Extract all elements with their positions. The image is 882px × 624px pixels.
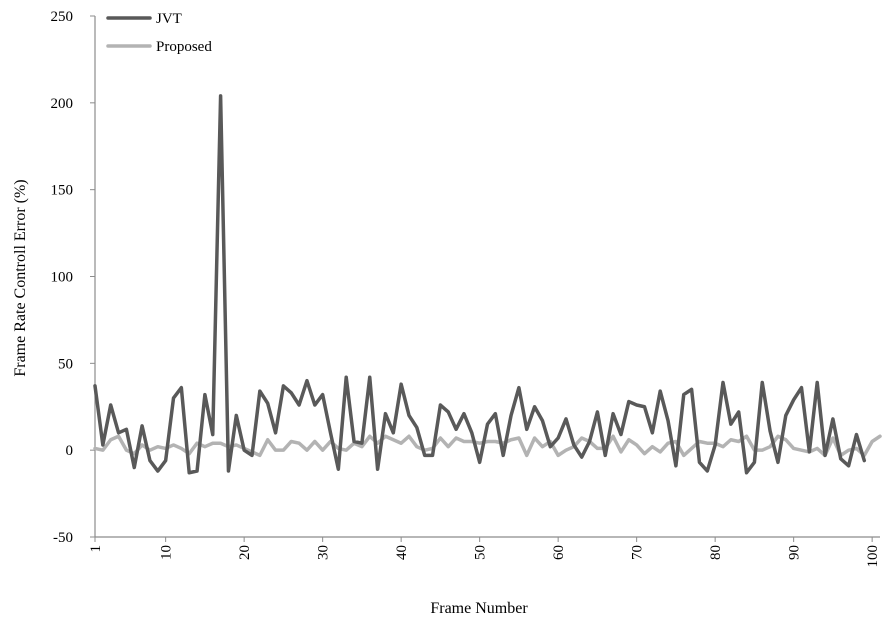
x-tick-label: 70 — [630, 545, 646, 560]
x-tick-label: 1 — [88, 545, 104, 553]
x-tick-label: 10 — [159, 545, 175, 560]
axes: -50 0 50 100 150 200 250 1 10 20 30 40 50 60 70 80 90 100 — [51, 9, 882, 568]
y-tick-label: 150 — [51, 183, 74, 199]
legend-label-proposed: Proposed — [156, 39, 212, 55]
x-tick-label: 40 — [394, 545, 410, 560]
y-tick-label: 50 — [58, 356, 73, 372]
series-lines — [93, 94, 882, 475]
y-tick-label: 0 — [66, 443, 74, 459]
y-tick-label: 100 — [51, 270, 74, 286]
series-line-proposed — [93, 434, 882, 458]
y-tick-label: -50 — [53, 530, 73, 546]
x-tick-label: 50 — [473, 545, 489, 560]
x-tick-label: 100 — [865, 545, 881, 568]
x-tick-label: 30 — [316, 545, 332, 560]
series-line-jvt — [93, 94, 867, 475]
x-tick-label: 80 — [708, 545, 724, 560]
x-tick-label: 60 — [551, 545, 567, 560]
x-tick-label: 90 — [787, 545, 803, 560]
x-axis-title: Frame Number — [430, 600, 528, 617]
legend-label-jvt: JVT — [156, 11, 182, 27]
y-axis-title: Frame Rate Controll Error (%) — [12, 179, 29, 376]
legend: JVT Proposed — [106, 11, 212, 55]
y-tick-label: 200 — [51, 96, 74, 112]
y-tick-label: 250 — [51, 9, 74, 25]
x-tick-label: 20 — [237, 545, 253, 560]
